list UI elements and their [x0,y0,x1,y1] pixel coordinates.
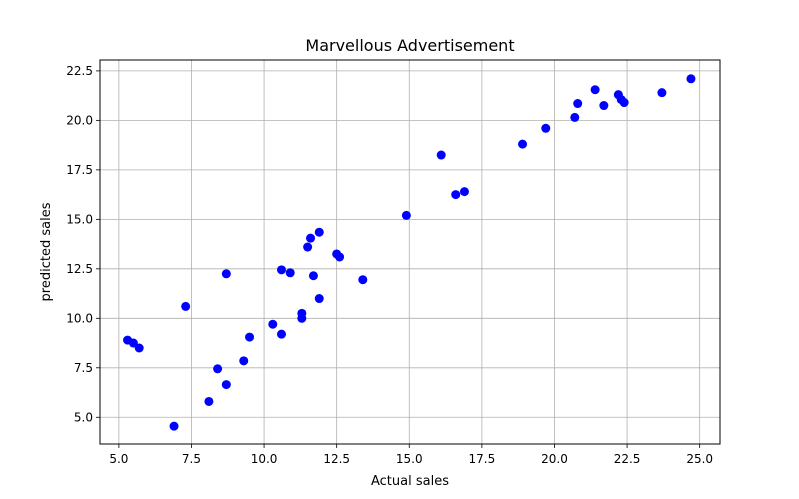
data-point [459,187,469,197]
grid-lines [100,60,720,444]
x-tick-label: 12.5 [323,452,350,466]
data-point [590,85,600,95]
y-axis-label: predicted sales [39,202,54,301]
y-tick-label: 22.5 [66,64,93,78]
x-axis-label: Actual sales [371,474,449,489]
y-tick-label: 15.0 [66,212,93,226]
x-tick-label: 10.0 [251,452,278,466]
data-point [221,380,231,390]
data-point [204,396,214,406]
data-point [213,364,223,374]
data-point [335,252,345,262]
data-point [303,242,313,252]
data-point [306,233,316,243]
x-tick-label: 17.5 [469,452,496,466]
data-point [619,98,629,108]
data-point [436,150,446,160]
data-point [314,227,324,237]
x-tick-label: 22.5 [614,452,641,466]
data-point [686,74,696,84]
data-point [573,99,583,109]
y-tick-label: 5.0 [74,410,93,424]
data-point [518,139,528,149]
data-point [181,301,191,311]
data-point [169,421,179,431]
x-tick-label: 7.5 [182,452,201,466]
data-point [245,332,255,342]
data-point [308,271,318,281]
data-point [268,319,278,329]
x-tick-label: 20.0 [541,452,568,466]
y-tick-label: 17.5 [66,163,93,177]
y-axis-ticks: 5.0 7.5 10.0 12.5 15.0 17.5 20.0 22.5 [66,64,100,424]
data-point [541,123,551,133]
y-tick-label: 20.0 [66,113,93,127]
data-point [599,101,609,111]
data-point [239,356,249,366]
data-point [134,343,144,353]
x-axis-ticks: 5.0 7.5 10.0 12.5 15.0 17.5 20.0 22.5 25.0 [109,444,713,466]
data-point [401,210,411,220]
y-tick-label: 7.5 [74,361,93,375]
data-point [297,313,307,323]
data-point [657,88,667,98]
y-tick-label: 12.5 [66,262,93,276]
data-point [276,329,286,339]
data-point [276,265,286,275]
chart-title: Marvellous Advertisement [305,36,514,55]
plot-frame [99,59,721,445]
x-tick-label: 15.0 [396,452,423,466]
x-tick-label: 25.0 [686,452,713,466]
data-point [314,294,324,304]
data-point [570,112,580,122]
y-tick-label: 10.0 [66,311,93,325]
data-point [451,190,461,200]
data-points [123,74,696,431]
x-tick-label: 5.0 [109,452,128,466]
data-point [358,275,368,285]
data-point [285,268,295,278]
data-point [221,269,231,279]
